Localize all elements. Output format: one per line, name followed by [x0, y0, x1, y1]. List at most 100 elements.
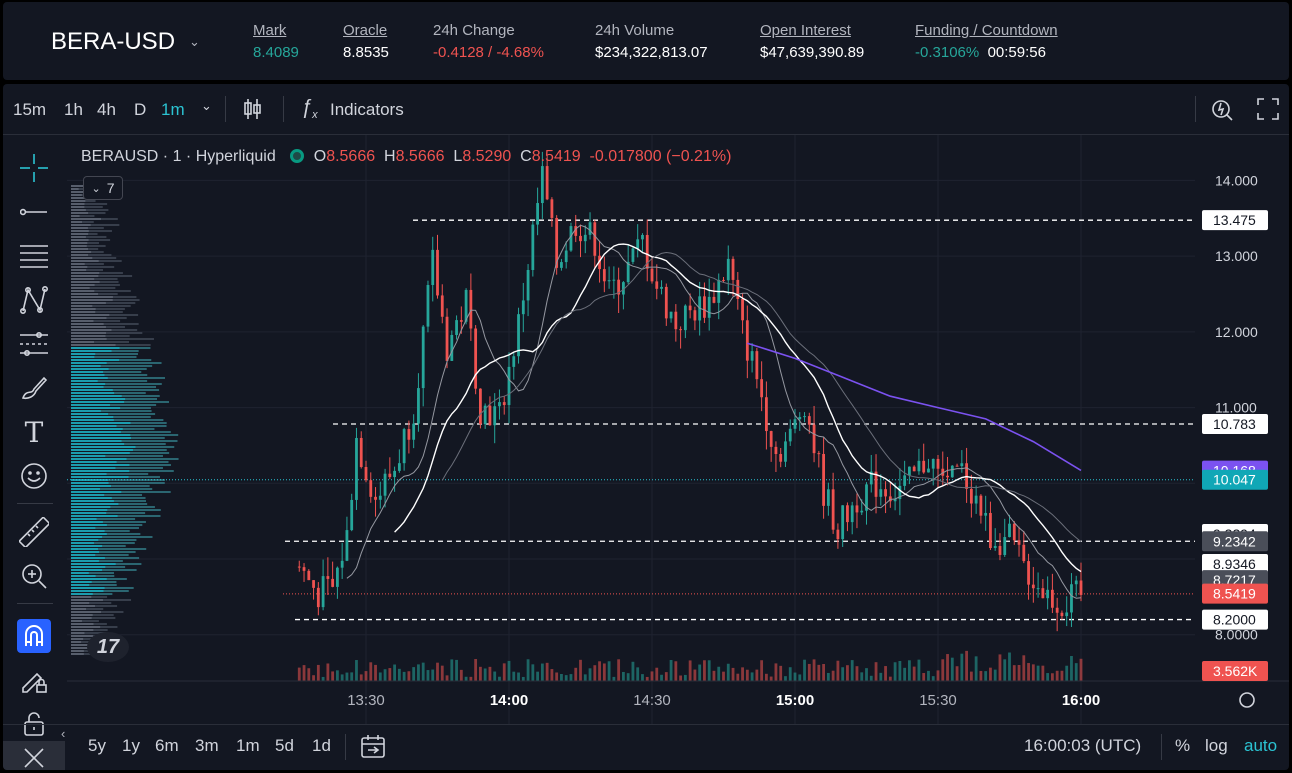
profile-bar	[71, 521, 103, 523]
volume-bar	[769, 676, 773, 681]
volume-bar	[679, 675, 682, 681]
stat-label[interactable]: Mark	[253, 22, 287, 39]
profile-bar	[71, 371, 104, 373]
legend-open: 8.5666	[326, 148, 376, 165]
interval-d[interactable]: D	[134, 100, 147, 119]
volume-bar	[369, 662, 373, 681]
stat-label[interactable]: Oracle	[343, 22, 388, 39]
volume-bar	[774, 663, 778, 681]
ma-long-line	[747, 342, 1082, 472]
range-1d[interactable]: 1d	[312, 736, 331, 755]
chevron-down-icon[interactable]: ⌄	[201, 98, 212, 113]
candle-body	[479, 388, 482, 425]
volume-bar	[793, 672, 797, 681]
candles	[297, 151, 1083, 632]
percent-toggle[interactable]: %	[1175, 736, 1191, 755]
pattern-icon[interactable]	[17, 283, 51, 317]
candle-body	[355, 437, 358, 500]
volume-bar	[331, 671, 335, 681]
range-1y[interactable]: 1y	[122, 736, 140, 755]
zoom-in-icon[interactable]	[17, 559, 51, 593]
interval-1m[interactable]: 1m	[161, 100, 185, 119]
profile-bar	[71, 479, 165, 481]
brush-icon[interactable]	[17, 371, 51, 405]
profile-bar	[71, 506, 111, 508]
legend-symbol[interactable]: BERAUSD · 1 · Hyperliquid	[81, 148, 276, 165]
collapse-toolbar-icon[interactable]: ‹	[61, 726, 66, 741]
profile-bar	[71, 629, 94, 631]
settings-icon[interactable]	[1239, 692, 1255, 708]
price-chart[interactable]: 14.000 13.000 12.000 11.000 8.0000 13:30 14:0…	[3, 135, 1289, 725]
indicators-icon[interactable]: ƒx	[301, 96, 318, 121]
profile-bar	[71, 257, 93, 259]
close-icon[interactable]	[3, 741, 65, 770]
volume-bar	[760, 660, 764, 681]
indicators-button[interactable]: Indicators	[330, 100, 404, 119]
stat-label[interactable]: Open Interest	[760, 22, 851, 39]
profile-bar	[71, 488, 153, 490]
profile-bar	[71, 410, 101, 412]
volume-bar	[1079, 658, 1083, 681]
volume-bar	[879, 672, 883, 681]
candles-icon[interactable]	[243, 97, 263, 126]
replay-icon[interactable]	[1210, 97, 1234, 126]
profile-bar	[71, 650, 84, 652]
crosshair-icon[interactable]	[17, 151, 51, 185]
lock-pen-icon[interactable]	[17, 663, 51, 697]
range-5d[interactable]: 5d	[275, 736, 294, 755]
volume-bar	[955, 666, 959, 681]
candle-body	[874, 471, 878, 497]
volume-bar	[488, 666, 492, 681]
profile-bar	[71, 482, 109, 484]
candle-body	[431, 249, 435, 286]
pair-selector[interactable]: BERA-USD ⌄	[51, 28, 200, 56]
range-1m[interactable]: 1m	[236, 736, 260, 755]
profile-bar	[71, 539, 137, 541]
candle-body	[741, 298, 744, 321]
text-tool-icon[interactable]: T	[24, 415, 44, 449]
volume-bar	[841, 667, 845, 681]
magnet-icon[interactable]	[17, 619, 51, 653]
auto-toggle[interactable]: auto	[1244, 736, 1278, 755]
stat-label: 24h Change	[433, 22, 515, 39]
indicators-collapse-button[interactable]: ⌄ 7	[83, 176, 123, 200]
candle-body	[1065, 612, 1069, 617]
x-tick-label: 13:30	[347, 692, 385, 709]
volume-bar	[536, 671, 539, 681]
profile-bar	[71, 281, 100, 283]
profile-bar	[71, 332, 106, 334]
fib-lines-icon[interactable]	[17, 239, 51, 273]
drawing-toolbar: T ‹	[3, 135, 67, 770]
emoji-icon[interactable]	[17, 459, 51, 493]
fullscreen-icon[interactable]	[1257, 98, 1279, 125]
candle-body	[936, 458, 940, 469]
range-5y[interactable]: 5y	[88, 736, 106, 755]
candle-body	[450, 334, 454, 361]
range-6m[interactable]: 6m	[155, 736, 179, 755]
profile-bar	[71, 635, 93, 637]
profile-bar	[71, 194, 82, 196]
projection-icon[interactable]	[17, 327, 51, 361]
trend-line-icon[interactable]	[17, 195, 51, 229]
lock-icon[interactable]	[17, 707, 51, 741]
interval-1h[interactable]: 1h	[64, 100, 83, 119]
x-tick-label: 16:00	[1062, 692, 1100, 709]
profile-bar	[71, 653, 84, 655]
interval-4h[interactable]: 4h	[97, 100, 116, 119]
goto-date-icon[interactable]	[360, 734, 386, 765]
candle-body	[908, 466, 911, 476]
stat-label[interactable]: Funding / Countdown	[915, 22, 1058, 39]
volume-bar	[340, 674, 344, 681]
volume-bar	[483, 668, 487, 681]
ruler-icon[interactable]	[17, 515, 51, 549]
candle-body	[321, 576, 325, 608]
range-3m[interactable]: 3m	[195, 736, 219, 755]
interval-15m[interactable]: 15m	[13, 100, 47, 119]
log-toggle[interactable]: log	[1205, 736, 1228, 755]
profile-bar	[71, 653, 104, 655]
candle-body	[1074, 580, 1078, 585]
clock-timezone[interactable]: 16:00:03 (UTC)	[1024, 736, 1142, 755]
candle-body	[765, 397, 768, 432]
legend-change: -0.017800 (−0.21%)	[589, 148, 732, 165]
funding-rate: -0.3106%	[915, 44, 980, 61]
